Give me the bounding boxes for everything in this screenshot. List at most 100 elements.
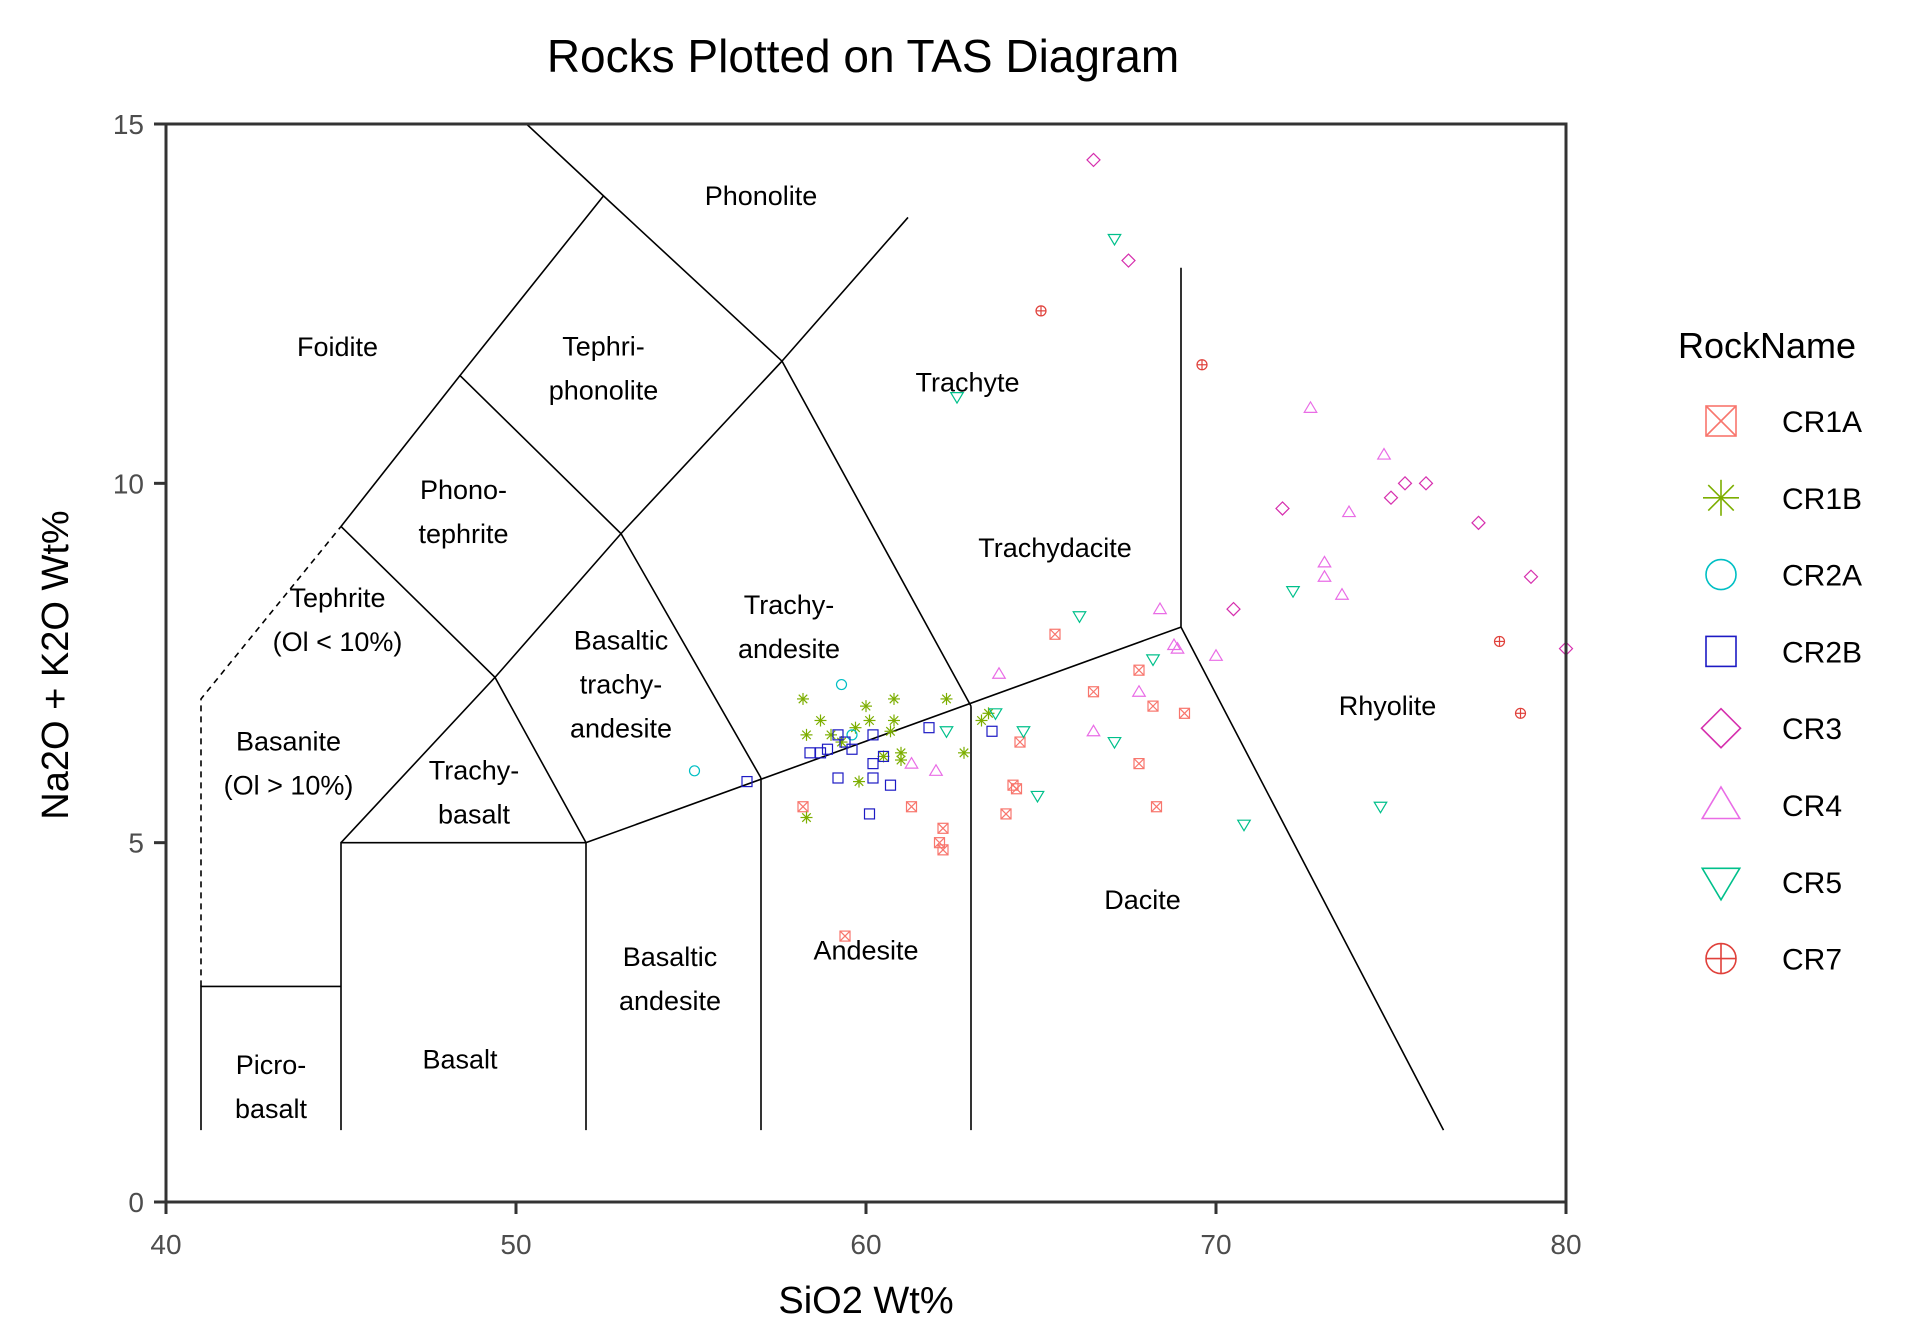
data-point (988, 708, 1003, 721)
field-labels: Phonolite Foidite Tephri-phonolite Trachyte… (224, 181, 1437, 1124)
field-label: Tephri- (562, 331, 645, 361)
data-point (1376, 447, 1392, 460)
legend-key (1705, 558, 1737, 591)
field-label: Trachy- (429, 755, 520, 785)
legend: RockName CR1A CR1B CR2A CR2B CR3 CR4 CR5 CR7 (1678, 325, 1862, 977)
field-boundary-line (340, 375, 461, 527)
x-tick-label: 40 (150, 1229, 181, 1260)
data-point (905, 801, 918, 813)
data-point (1317, 569, 1332, 582)
field-boundary-line (200, 525, 342, 987)
x-axis: 40 50 60 70 80 (150, 1202, 1582, 1260)
data-point (1226, 601, 1241, 617)
x-tick-label: 50 (500, 1229, 531, 1260)
data-point (839, 930, 851, 942)
data-point (1373, 801, 1388, 814)
data-point (849, 721, 862, 734)
data-point (888, 692, 900, 705)
series-cr2a (688, 678, 858, 777)
legend-label: CR3 (1782, 713, 1842, 746)
data-point (1523, 569, 1539, 585)
y-axis-title: Na2O + K2O Wt% (35, 510, 77, 819)
legend-item-cr2b: CR2B (1705, 635, 1862, 669)
field-label: Basalt (422, 1045, 498, 1075)
data-point (804, 747, 816, 759)
field-label: tephrite (418, 519, 508, 549)
legend-key (1700, 785, 1742, 820)
x-tick-label: 80 (1550, 1229, 1581, 1260)
field-label: Trachydacite (978, 533, 1132, 563)
field-boundaries (200, 123, 1445, 1131)
field-label: phonolite (549, 375, 659, 405)
x-tick-label: 60 (850, 1229, 881, 1260)
x-axis-title: SiO2 Wt% (778, 1280, 953, 1322)
data-point (1010, 783, 1023, 795)
data-point (1514, 707, 1527, 719)
data-point (797, 801, 809, 813)
field-label: andesite (738, 634, 840, 664)
y-tick-label: 15 (113, 109, 144, 140)
data-point (1208, 648, 1224, 661)
data-point (863, 808, 876, 820)
legend-item-cr4: CR4 (1700, 785, 1842, 823)
data-point (895, 754, 907, 767)
field-boundary-line (585, 626, 1182, 844)
field-label: Trachyte (915, 368, 1019, 398)
legend-label: CR4 (1782, 790, 1842, 823)
field-label: Rhyolite (1339, 691, 1437, 721)
data-point (877, 750, 890, 763)
data-point (867, 729, 879, 741)
data-point (797, 692, 809, 705)
legend-label: CR5 (1782, 867, 1842, 900)
data-point (1131, 684, 1147, 697)
data-point (877, 750, 890, 763)
data-point (1087, 686, 1100, 698)
data-point (1196, 359, 1208, 371)
legend-item-cr5: CR5 (1700, 867, 1842, 902)
data-point (975, 714, 988, 727)
series-cr3 (1086, 152, 1574, 656)
field-boundary-line (340, 841, 587, 1131)
data-point (904, 756, 919, 769)
series-cr5 (939, 233, 1388, 832)
field-label: basalt (438, 799, 511, 829)
data-point (939, 726, 954, 739)
data-point (949, 391, 965, 405)
data-point (1317, 555, 1332, 568)
data-points (688, 152, 1574, 942)
field-label: Trachy- (744, 590, 835, 620)
data-point (991, 666, 1007, 679)
data-point (958, 746, 970, 759)
legend-title: RockName (1678, 325, 1856, 366)
field-boundary-line (525, 123, 909, 363)
data-point (1016, 726, 1031, 739)
field-label: (Ol < 10%) (273, 627, 403, 657)
data-point (1000, 808, 1012, 820)
data-point (1072, 611, 1087, 624)
data-point (821, 743, 834, 755)
data-point (884, 725, 897, 738)
data-point (1303, 400, 1318, 413)
y-axis: 0 5 10 15 (113, 109, 166, 1218)
data-point (832, 772, 844, 784)
data-point (832, 729, 844, 741)
data-point (1049, 628, 1061, 640)
data-point (814, 747, 827, 759)
y-tick-label: 0 (128, 1187, 144, 1218)
legend-key (1700, 867, 1742, 902)
data-point (1086, 152, 1101, 168)
plot-frame (164, 122, 1568, 1204)
series-cr7 (1035, 305, 1527, 719)
data-point (800, 811, 813, 824)
field-label: trachy- (580, 670, 663, 700)
legend-item-cr3: CR3 (1700, 707, 1842, 749)
data-point (825, 728, 837, 741)
data-point (1334, 587, 1350, 600)
data-point (933, 837, 946, 849)
field-label: Dacite (1104, 885, 1181, 915)
field-boundary-line (458, 195, 762, 779)
field-label: andesite (570, 714, 672, 744)
data-point (1275, 501, 1290, 516)
data-point (1107, 233, 1122, 247)
